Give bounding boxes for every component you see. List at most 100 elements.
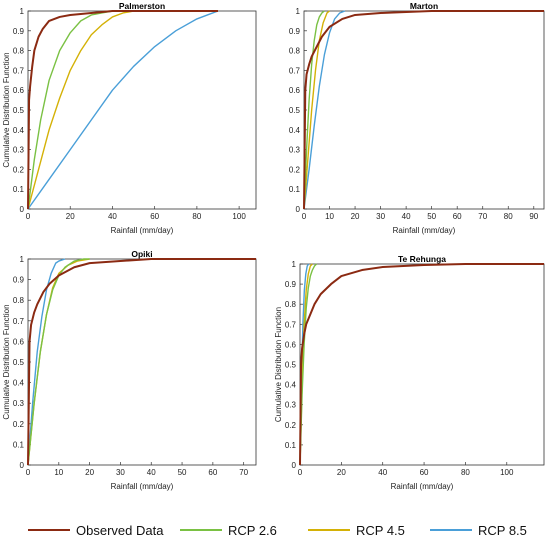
plot-area	[27, 258, 257, 466]
y-tick-label: 0.8	[289, 47, 301, 56]
x-tick-label: 60	[208, 468, 217, 477]
series-line-observed-data	[303, 10, 544, 210]
y-tick-label: 0.6	[289, 86, 301, 95]
y-tick-label: 0.2	[13, 420, 25, 429]
y-tick-label: 0.9	[13, 276, 25, 285]
x-tick-label: 60	[453, 212, 462, 221]
x-axis-label: Rainfall (mm/day)	[111, 482, 174, 491]
y-tick-label: 0	[20, 461, 25, 470]
y-tick-label: 0.2	[13, 165, 25, 174]
x-tick-label: 40	[108, 212, 117, 221]
y-tick-label: 0	[20, 205, 25, 214]
legend-label-rcp45: RCP 4.5	[356, 522, 405, 538]
x-axis-label: Rainfall (mm/day)	[111, 226, 174, 235]
x-tick-label: 20	[85, 468, 94, 477]
y-tick-label: 0.6	[13, 86, 25, 95]
plot-area	[299, 263, 545, 466]
y-tick-label: 0.7	[13, 317, 25, 326]
y-tick-label: 0.7	[289, 66, 301, 75]
y-axis-label: Cumulative Distribution Function	[2, 52, 11, 167]
y-tick-label: 0.8	[285, 300, 297, 309]
x-tick-label: 80	[504, 212, 513, 221]
y-tick-label: 0.6	[285, 340, 297, 349]
series-line-observed-data	[299, 263, 544, 466]
legend-item-rcp45: RCP 4.5	[308, 522, 405, 538]
panel-title: Palmerston	[119, 1, 165, 11]
series-line-rcp-4-5	[303, 10, 330, 210]
x-tick-label: 0	[302, 212, 307, 221]
x-tick-label: 40	[402, 212, 411, 221]
y-tick-label: 0.5	[285, 361, 297, 370]
legend-swatch-observed	[28, 528, 70, 532]
y-tick-label: 0.1	[13, 440, 25, 449]
y-tick-label: 0.1	[13, 185, 25, 194]
x-tick-label: 0	[298, 468, 303, 477]
y-axis-label: Cumulative Distribution Function	[274, 307, 283, 422]
panel-title: Marton	[410, 1, 438, 11]
y-tick-label: 0.9	[289, 27, 301, 36]
y-tick-label: 0.8	[13, 47, 25, 56]
x-tick-label: 30	[116, 468, 125, 477]
x-tick-label: 50	[427, 212, 436, 221]
plot-area	[303, 10, 545, 210]
y-tick-label: 0.2	[285, 421, 297, 430]
plot-area	[27, 10, 257, 210]
y-tick-label: 0.8	[13, 296, 25, 305]
legend: Observed Data RCP 2.6 RCP 4.5 RCP 8.5	[0, 518, 550, 542]
x-tick-label: 80	[192, 212, 201, 221]
legend-swatch-rcp26	[180, 529, 222, 531]
x-tick-label: 50	[178, 468, 187, 477]
x-tick-label: 0	[26, 468, 31, 477]
legend-item-observed: Observed Data	[28, 522, 163, 538]
panel-te-rehunga: 0 0.1 0.2 0.3 0.4 0.5 0.6 0.7 0.8 0.9 1 0 20 40 60 80 10…	[274, 254, 545, 491]
y-tick-label: 0.5	[289, 106, 301, 115]
series-line-rcp-8-5	[303, 10, 346, 210]
x-tick-label: 10	[325, 212, 334, 221]
x-tick-label: 20	[337, 468, 346, 477]
series-line-rcp-4-5	[27, 10, 134, 210]
x-tick-label: 20	[351, 212, 360, 221]
y-tick-label: 0.9	[285, 280, 297, 289]
y-tick-label: 0.1	[285, 441, 297, 450]
y-tick-label: 0.2	[289, 165, 301, 174]
y-tick-label: 0.5	[13, 358, 25, 367]
y-tick-label: 1	[20, 7, 25, 16]
x-tick-label: 60	[420, 468, 429, 477]
y-tick-label: 0.7	[13, 66, 25, 75]
panel-title: Te Rehunga	[398, 254, 446, 264]
y-tick-label: 0.3	[289, 146, 301, 155]
x-tick-label: 70	[239, 468, 248, 477]
legend-item-rcp26: RCP 2.6	[180, 522, 277, 538]
series-line-rcp-8-5	[27, 10, 219, 210]
x-tick-label: 90	[529, 212, 538, 221]
y-tick-label: 0.4	[289, 126, 301, 135]
legend-label-observed: Observed Data	[76, 522, 164, 538]
y-tick-label: 0.3	[13, 146, 25, 155]
y-tick-label: 0.4	[13, 126, 25, 135]
x-tick-label: 30	[376, 212, 385, 221]
y-axis-label: Cumulative Distribution Function	[2, 304, 11, 419]
series-line-observed-data	[27, 10, 218, 210]
x-tick-label: 70	[478, 212, 487, 221]
y-tick-label: 0.3	[13, 399, 25, 408]
legend-label-rcp85: RCP 8.5	[478, 522, 527, 538]
legend-swatch-rcp85	[430, 529, 472, 531]
y-tick-label: 0.4	[13, 379, 25, 388]
x-tick-label: 40	[147, 468, 156, 477]
x-axis-label: Rainfall (mm/day)	[391, 482, 454, 491]
y-tick-label: 1	[292, 260, 297, 269]
legend-label-rcp26: RCP 2.6	[228, 522, 277, 538]
y-tick-label: 0.9	[13, 27, 25, 36]
x-axis-label: Rainfall (mm/day)	[393, 226, 456, 235]
y-tick-label: 1	[20, 255, 25, 264]
x-tick-label: 0	[26, 212, 31, 221]
series-line-rcp-2-6	[27, 258, 90, 466]
y-tick-label: 0.1	[289, 185, 301, 194]
y-tick-label: 0.6	[13, 337, 25, 346]
panel-opiki: 00.10.20.30.40.50.60.70.80.910 10 20 30 40 50…	[2, 249, 257, 491]
x-tick-label: 60	[150, 212, 159, 221]
y-tick-label: 0	[292, 461, 297, 470]
x-tick-label: 100	[500, 468, 514, 477]
series-line-rcp-2-6	[299, 263, 318, 466]
